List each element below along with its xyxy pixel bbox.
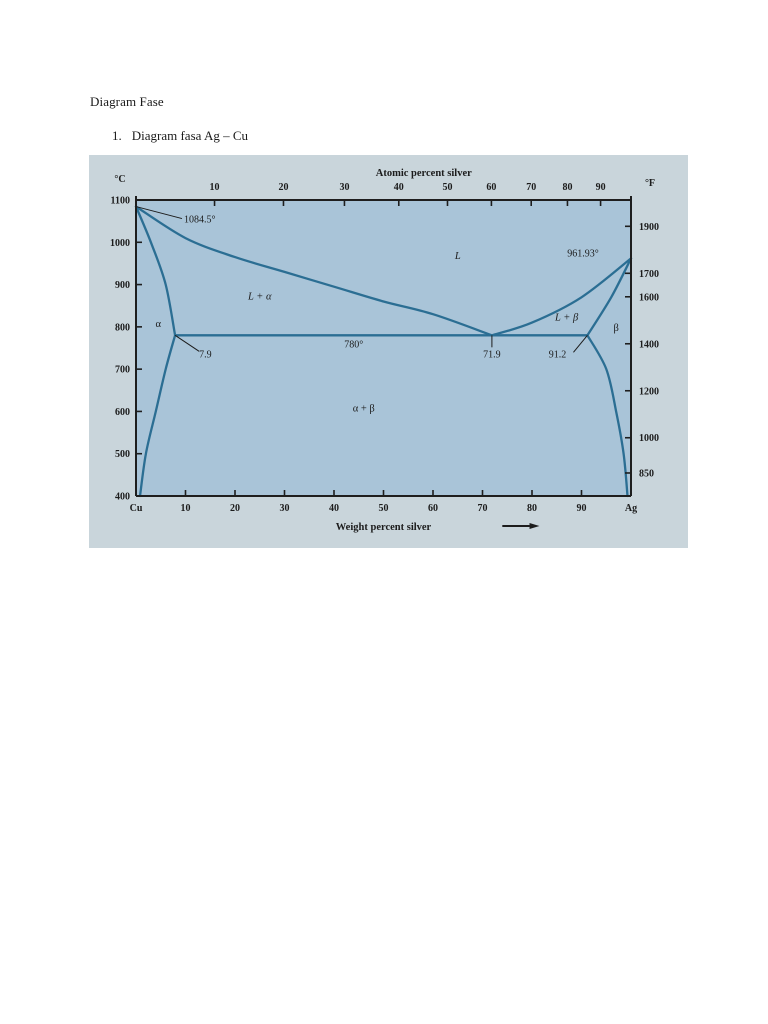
phase-label: β (613, 323, 618, 334)
phase-boundary-solidus-alpha (134, 205, 177, 337)
weight-percent-tick-label: 70 (478, 503, 488, 514)
atomic-percent-tick-label: 70 (526, 182, 536, 193)
annotation-label: 7.9 (199, 349, 212, 360)
weight-percent-tick-label: 90 (577, 503, 587, 514)
list-item-text: Diagram fasa Ag – Cu (131, 128, 249, 143)
celsius-tick-label: 900 (115, 280, 130, 291)
annotation-label: 780° (344, 339, 363, 350)
x-axis-arrow-head (529, 523, 540, 529)
celsius-tick-label: 500 (115, 449, 130, 460)
fahrenheit-tick-label: 1900 (639, 222, 659, 233)
fahrenheit-tick-label: 1700 (639, 269, 659, 280)
phase-boundary-liquidus-ag (490, 257, 633, 337)
annotation-label: 1084.5° (184, 215, 216, 226)
annotation-leader (573, 334, 588, 353)
celsius-tick-label: 800 (115, 322, 130, 333)
celsius-unit-label: °C (114, 174, 125, 185)
celsius-tick-label: 1000 (110, 238, 130, 249)
phase-boundary-liquidus-cu (134, 205, 494, 337)
atomic-percent-tick-label: 30 (339, 182, 349, 193)
annotation-label: 71.9 (483, 349, 501, 360)
weight-percent-tick-label: 50 (379, 503, 389, 514)
fahrenheit-tick-label: 1200 (639, 386, 659, 397)
annotation-label: 961.93° (567, 248, 599, 259)
celsius-tick-label: 600 (115, 407, 130, 418)
weight-percent-tick-label: 30 (280, 503, 290, 514)
phase-label: L (454, 251, 461, 262)
list-item: 1. Diagram fasa Ag – Cu (112, 128, 248, 144)
annotation-leader (174, 334, 200, 352)
phase-diagram-figure: 400 500 600 700 800 900 1000 1100 850 1000 1200 140… (89, 155, 688, 548)
phase-boundary-solvus-beta (586, 334, 629, 498)
fahrenheit-tick-label: 1600 (639, 292, 659, 303)
phase-label: α (156, 319, 162, 330)
annotation-label: 91.2 (549, 349, 567, 360)
document-heading: Diagram Fase (90, 94, 164, 109)
phase-boundary-solidus-beta (586, 257, 633, 337)
atomic-percent-tick-label: 90 (596, 182, 606, 193)
phase-label: α + β (353, 403, 375, 414)
x-axis-label: Weight percent silver (336, 522, 432, 533)
fahrenheit-tick-label: 1000 (639, 433, 659, 444)
weight-percent-tick-label: 80 (527, 503, 537, 514)
atomic-percent-tick-label: 40 (394, 182, 404, 193)
plot-area (136, 200, 631, 496)
celsius-tick-label: 400 (115, 492, 130, 503)
right-end-label: Ag (625, 503, 637, 514)
weight-percent-tick-label: 20 (230, 503, 240, 514)
phase-boundary-solvus-alpha (138, 334, 177, 498)
atomic-percent-tick-label: 60 (486, 182, 496, 193)
phase-diagram-chart: 400 500 600 700 800 900 1000 1100 850 1000 1200 140… (89, 155, 688, 548)
phase-label: L + β (554, 313, 579, 324)
atomic-percent-tick-label: 50 (442, 182, 452, 193)
fahrenheit-tick-label: 850 (639, 468, 654, 479)
celsius-tick-label: 1100 (111, 196, 130, 207)
fahrenheit-unit-label: °F (645, 178, 655, 189)
annotation-leader (135, 206, 183, 220)
atomic-percent-tick-label: 10 (210, 182, 220, 193)
atomic-percent-tick-label: 80 (562, 182, 572, 193)
top-axis-label: Atomic percent silver (376, 168, 472, 179)
weight-percent-tick-label: 40 (329, 503, 339, 514)
fahrenheit-tick-label: 1400 (639, 339, 659, 350)
list-item-number: 1. (112, 128, 122, 143)
celsius-tick-label: 700 (115, 365, 130, 376)
weight-percent-tick-label: 10 (181, 503, 191, 514)
atomic-percent-tick-label: 20 (278, 182, 288, 193)
left-end-label: Cu (130, 503, 143, 514)
phase-label: L + α (247, 291, 272, 302)
weight-percent-tick-label: 60 (428, 503, 438, 514)
